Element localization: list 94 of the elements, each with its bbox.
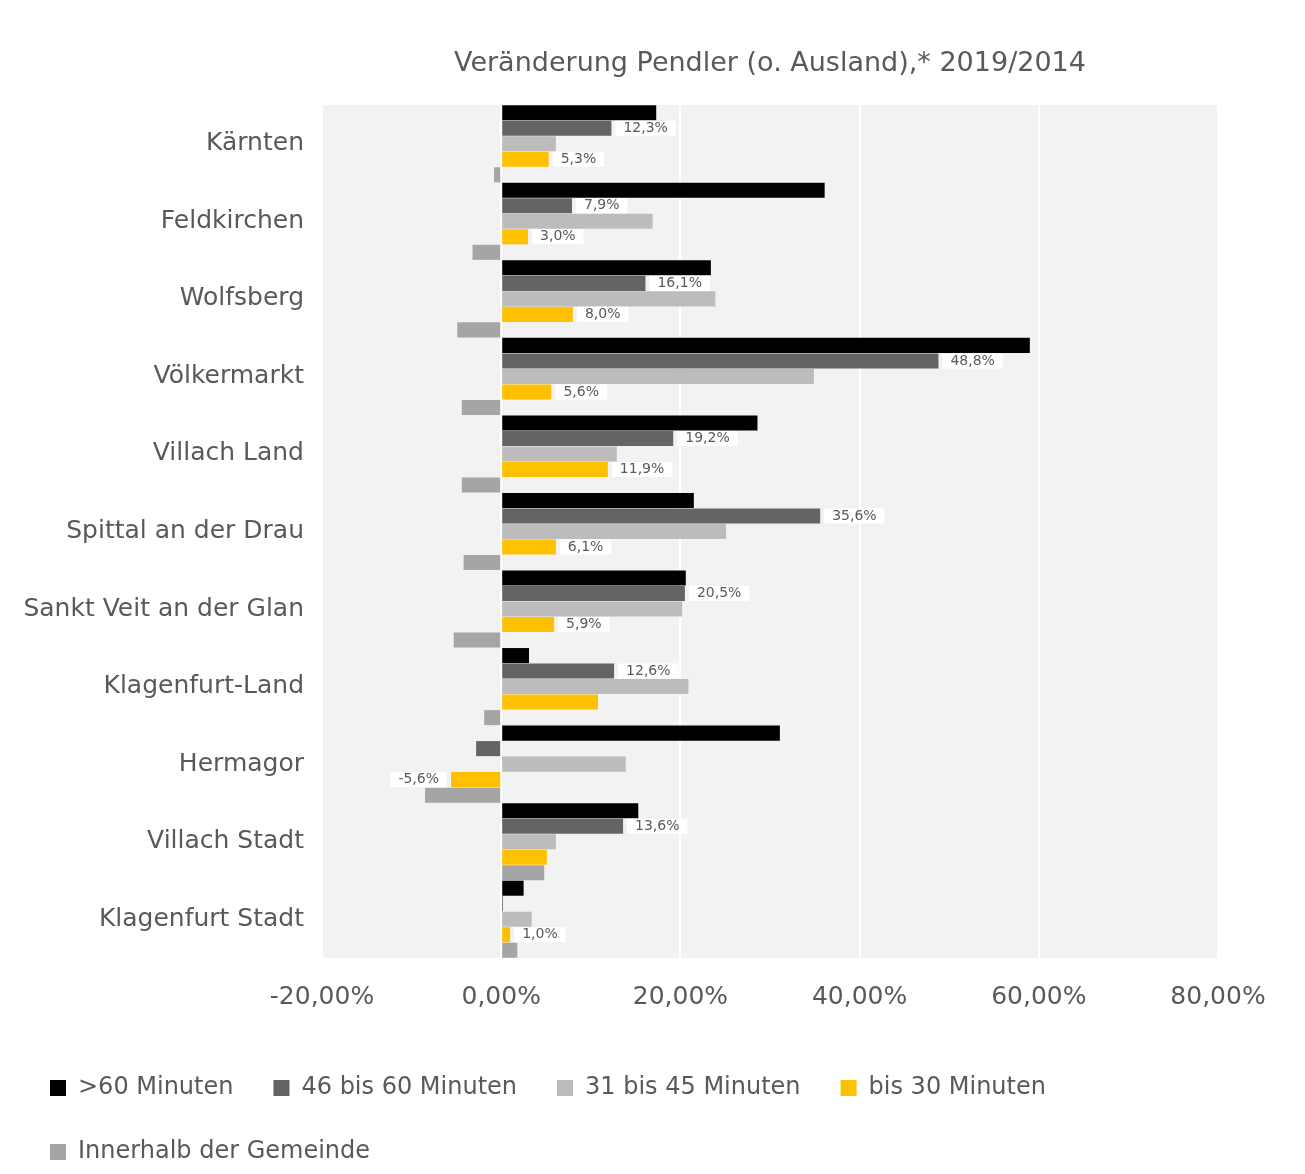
bar [502,818,624,834]
y-tick-label: Villach Stadt [147,825,305,855]
data-label: 48,8% [950,351,995,368]
bar [502,368,814,384]
bar [502,492,694,508]
data-label: 13,6% [635,816,680,833]
chart-title: Veränderung Pendler (o. Ausland),* 2019/2014 [453,46,1087,77]
bar [502,461,608,477]
bar [502,539,556,555]
y-tick-label: Spittal an der Drau [66,515,304,544]
bar [502,725,780,741]
data-label: 35,6% [832,506,877,523]
bar [453,632,501,648]
bar [476,741,501,757]
x-tick-label: 20,00% [632,980,729,1010]
y-tick-label: Feldkirchen [160,204,304,234]
y-tick-label: Villach Land [152,437,304,467]
data-label: 12,6% [626,661,671,678]
bar [502,384,552,400]
bar [502,213,653,229]
bar [502,601,683,617]
data-label: 3,0% [540,227,576,244]
data-label: 12,3% [623,118,668,135]
bar [502,120,612,136]
data-label: 6,1% [567,537,604,554]
bar [461,477,501,493]
bar [502,229,529,245]
bar [502,648,529,664]
bar [502,136,556,152]
data-label: 16,1% [657,274,702,290]
bar [502,694,598,710]
bar [502,291,716,307]
bar [502,182,825,198]
bar [502,865,545,881]
bar [502,803,639,819]
y-tick-label: Hermagor [178,747,305,777]
x-tick-label: 60,00% [991,980,1087,1010]
x-tick-label: 0,00% [461,980,541,1010]
bar [502,508,821,524]
data-label: 11,9% [619,460,665,477]
bar [502,198,572,214]
bar [502,570,686,586]
y-tick-label: Klagenfurt Stadt [98,902,305,932]
data-label: 5,9% [566,615,602,632]
bar [502,337,1030,353]
y-tick-label: Sankt Veit an der Glan [23,592,304,622]
y-tick-label: Völkermarkt [153,359,305,389]
bar [461,399,501,415]
bar [463,555,501,571]
bar [502,942,518,958]
bar [502,523,727,540]
bar [502,834,556,850]
legend-label: bis 30 Minuten [868,1072,1046,1101]
bar [502,151,549,167]
bar [502,306,573,322]
data-label: 19,2% [685,429,730,446]
data-label: -5,6% [398,770,440,787]
y-tick-label: Wolfsberg [179,282,304,312]
bar [457,322,501,338]
bar [502,105,657,121]
bar [502,927,511,943]
data-label: 5,6% [563,382,599,399]
x-tick-label: 40,00% [811,980,908,1010]
bar [502,663,615,679]
data-label: 20,5% [696,584,742,601]
bar [425,787,501,803]
legend-label: 46 bis 60 Minuten [301,1072,518,1101]
data-label: 1,0% [522,925,558,942]
bar [502,586,685,602]
y-tick-label: Klagenfurt-Land [103,670,304,700]
data-label: 7,9% [583,196,620,213]
legend-label: >60 Minuten [78,1072,234,1101]
bar [502,430,674,446]
bar [502,353,939,369]
legend-label: 31 bis 45 Minuten [585,1072,801,1101]
bar [502,275,646,291]
data-label: 8,0% [584,305,621,322]
data-label: 5,3% [560,149,597,166]
bar [502,446,617,462]
bar [502,756,626,772]
bar [502,617,555,633]
bar [494,167,501,183]
bar [502,260,711,276]
bar [472,244,501,260]
bar [502,849,547,865]
bar [484,710,501,726]
legend-label: Innerhalb der Gemeinde [78,1136,371,1165]
bar [451,772,501,788]
x-tick-label: -20,00% [269,980,375,1010]
bar [502,679,689,695]
bar [502,415,758,431]
y-tick-label: Kärnten [206,127,304,157]
x-tick-label: 80,00% [1170,980,1266,1010]
bar [502,880,524,896]
